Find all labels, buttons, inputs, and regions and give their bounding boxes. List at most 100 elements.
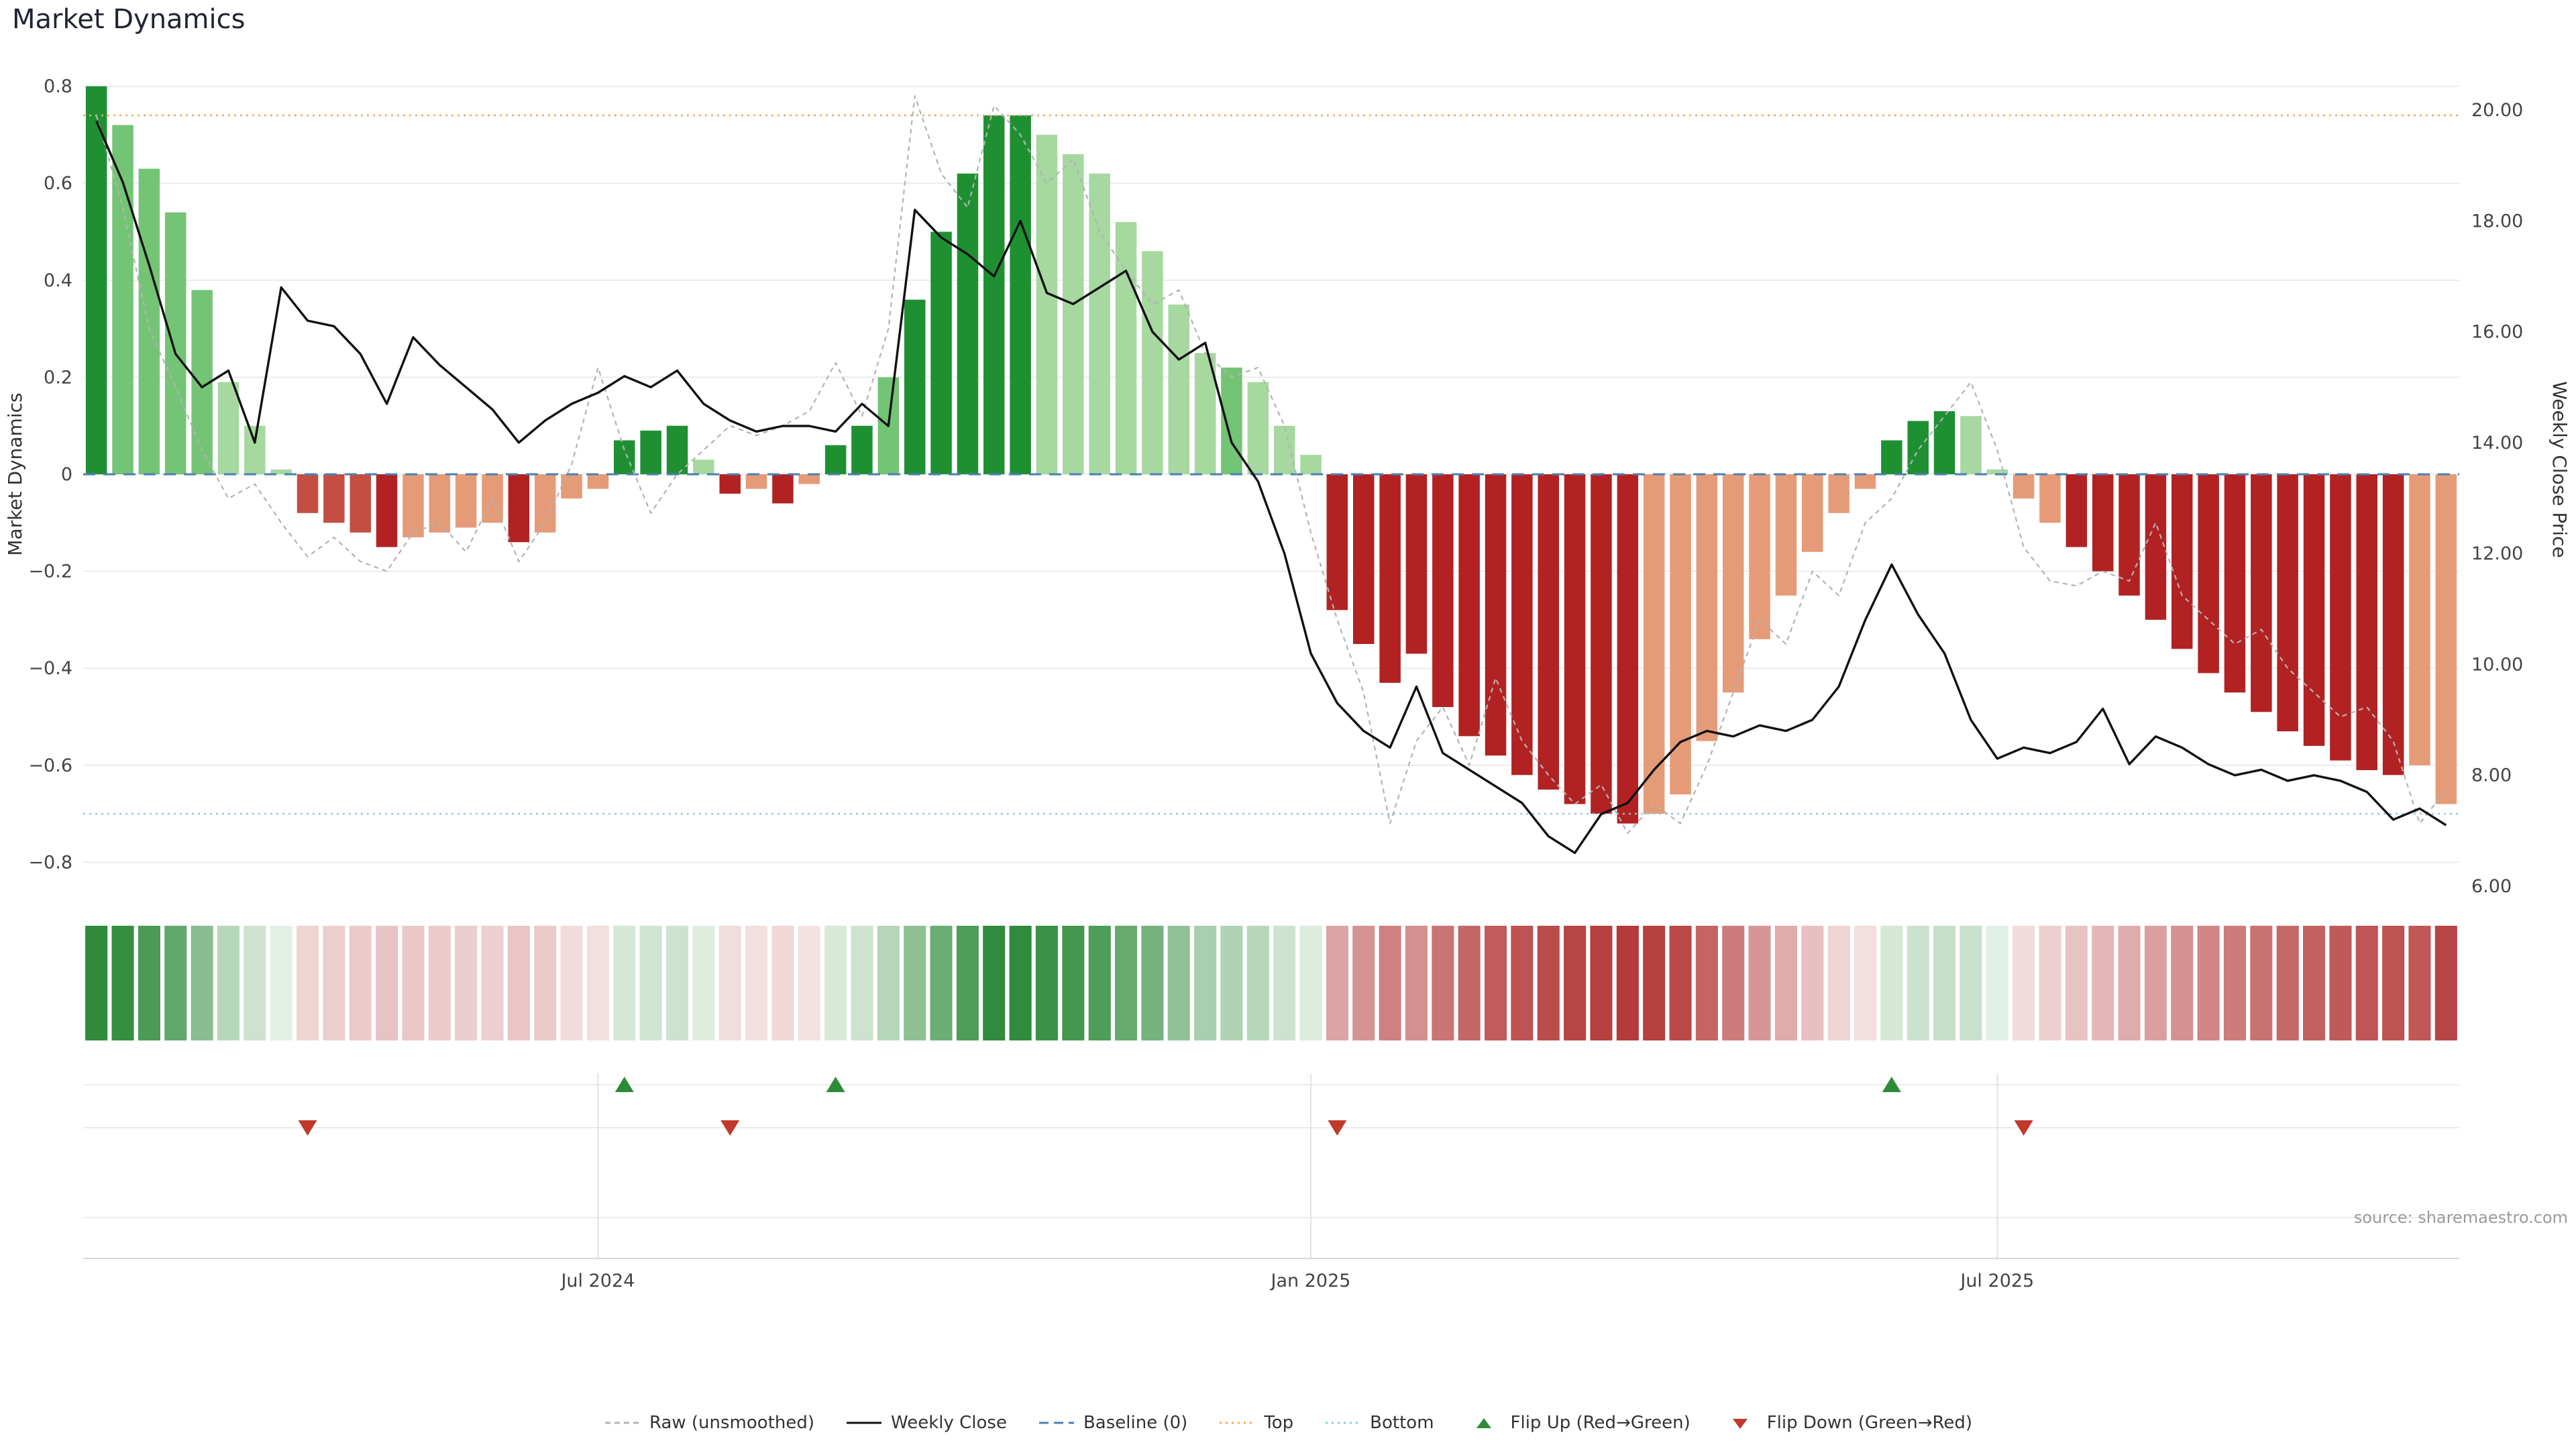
legend-item: Baseline (0): [1038, 1413, 1187, 1433]
heatmap-cell: [1722, 926, 1745, 1040]
flip-down-icon: [1732, 1419, 1748, 1429]
legend-dotted-icon: [1220, 1421, 1255, 1424]
dynamics-bar: [1802, 474, 1823, 552]
heatmap-cell: [983, 926, 1006, 1040]
heatmap-cell: [1748, 926, 1771, 1040]
market-dynamics-chart: 0.8 0.6 0.4 0.2 0 −0.2 −0.4 −0.6 −0.8 20.00 18.00 1…: [4, 76, 2571, 1291]
dynamics-bar: [2224, 474, 2246, 693]
heatmap-cell: [824, 926, 847, 1040]
heatmap-cell: [586, 926, 609, 1040]
legend-label: Flip Up (Red→Green): [1510, 1413, 1690, 1433]
dynamics-bar: [2198, 474, 2219, 674]
dynamics-bar: [244, 425, 266, 474]
heatmap-cell: [1669, 926, 1692, 1040]
dynamics-bar: [1881, 440, 1902, 474]
dynamics-bar: [798, 474, 820, 484]
dynamics-bar: [1986, 469, 2008, 474]
dynamics-bar: [1115, 222, 1137, 474]
heatmap-cell: [1827, 926, 1850, 1040]
right-axis-tick: 14.00: [2471, 433, 2523, 453]
heatmap-cell: [1088, 926, 1111, 1040]
legend-solid-icon: [847, 1421, 882, 1424]
heatmap-cell: [1273, 926, 1296, 1040]
dynamics-bar: [1960, 416, 1982, 474]
right-axis-tick: 10.00: [2471, 654, 2523, 675]
heatmap-cell: [191, 926, 213, 1040]
dynamics-bar: [1405, 474, 1428, 654]
heatmap-cell: [1458, 926, 1481, 1040]
raw-line: [95, 95, 2447, 835]
dynamics-bar: [1168, 305, 1189, 474]
heatmap-cell: [1115, 926, 1138, 1040]
heatmap-cell: [1062, 926, 1085, 1040]
heatmap-cell: [2118, 926, 2141, 1040]
dynamics-bar: [1564, 474, 1586, 804]
dynamics-bar: [1933, 411, 1955, 474]
flip-down-marker: [720, 1120, 740, 1136]
dynamics-bar: [323, 474, 345, 523]
dynamics-bar: [1485, 474, 1507, 756]
left-axis-tick: −0.6: [28, 755, 72, 776]
dynamics-bar: [455, 474, 477, 528]
dynamics-bar: [85, 86, 107, 475]
heatmap-cell: [2039, 926, 2061, 1040]
heatmap-cell: [1009, 926, 1032, 1040]
legend-dotted-icon: [1326, 1421, 1361, 1424]
heatmap-cell: [402, 926, 425, 1040]
heatmap-cell: [1326, 926, 1348, 1040]
dynamics-bar: [1643, 474, 1665, 814]
heatmap-cell: [2065, 926, 2088, 1040]
legend-item: Raw (unsmoothed): [604, 1413, 814, 1433]
dynamics-bar: [1063, 154, 1084, 475]
dynamics-bar: [1723, 474, 1744, 693]
dynamics-bar: [1247, 382, 1269, 474]
heatmap-cell: [1246, 926, 1269, 1040]
heatmap-cell: [2303, 926, 2326, 1040]
left-axis-tick: 0.2: [44, 367, 72, 388]
heatmap-cell: [2012, 926, 2035, 1040]
heatmap-cell: [1801, 926, 1824, 1040]
dynamics-bar: [1907, 421, 1929, 474]
dynamics-bar: [640, 430, 661, 474]
weekly-close-line: [95, 120, 2447, 855]
dynamics-bar: [2065, 474, 2088, 547]
left-axis-tick: 0.6: [44, 173, 72, 194]
legend-item: Top: [1218, 1413, 1293, 1433]
heatmap-cell: [2434, 926, 2457, 1040]
heatmap-cell: [244, 926, 266, 1040]
dynamics-bar: [297, 474, 319, 513]
right-axis-tick: 12.00: [2471, 543, 2523, 564]
heatmap-cell: [613, 926, 636, 1040]
left-axis-tick: 0.8: [44, 76, 72, 97]
dynamics-bar: [1142, 251, 1163, 474]
heatmap-cell: [1167, 926, 1190, 1040]
heatmap-cell: [692, 926, 715, 1040]
legend-item: Flip Down (Green→Red): [1721, 1413, 1972, 1433]
x-tick-label: Jul 2025: [1959, 1271, 2034, 1291]
dynamics-bar: [2277, 474, 2298, 732]
heatmap-cell: [2092, 926, 2114, 1040]
heatmap-cell: [1616, 926, 1639, 1040]
heatmap-cell: [1960, 926, 1982, 1040]
legend-label: Flip Down (Green→Red): [1766, 1413, 1973, 1433]
heatmap-cell: [1907, 926, 1929, 1040]
dynamics-bar: [1379, 474, 1401, 683]
dynamics-bar: [1273, 425, 1295, 474]
heatmap-cell: [270, 926, 292, 1040]
dynamics-bar: [508, 474, 530, 543]
legend-item: Bottom: [1324, 1413, 1434, 1433]
heatmap-cell: [745, 926, 768, 1040]
heatmap-cell: [1590, 926, 1613, 1040]
left-axis-tick: −0.2: [28, 561, 72, 582]
flip-up-icon: [1476, 1418, 1491, 1428]
heatmap-cell: [2408, 926, 2431, 1040]
dynamics-bar: [1828, 474, 1849, 513]
dynamics-bar: [2409, 474, 2430, 765]
heatmap-cell: [1854, 926, 1877, 1040]
heatmap-cell: [1141, 926, 1164, 1040]
flip-down-marker: [298, 1120, 317, 1136]
heatmap-cell: [851, 926, 873, 1040]
heatmap-cell: [1880, 926, 1903, 1040]
dynamics-bar: [2039, 474, 2061, 523]
heatmap-cell: [1695, 926, 1718, 1040]
